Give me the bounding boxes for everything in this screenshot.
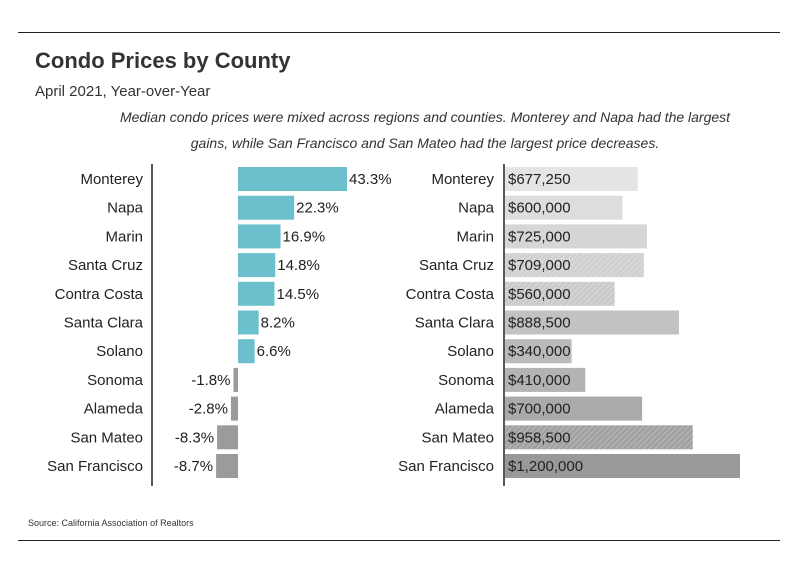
bottom-rule xyxy=(18,540,780,541)
yoy-bar-contra-costa xyxy=(238,281,275,306)
yoy-category-label-sonoma: Sonoma xyxy=(87,372,144,389)
yoy-category-label-solano: Solano xyxy=(96,343,143,360)
price-bar-napa xyxy=(505,195,623,220)
chart-subtitle: April 2021, Year-over-Year xyxy=(35,83,211,100)
price-category-label-santa-clara: Santa Clara xyxy=(415,315,495,332)
price-category-label-napa: Napa xyxy=(458,200,495,217)
chart-title: Condo Prices by County xyxy=(35,48,291,73)
price-bar-marin xyxy=(505,224,647,249)
yoy-category-label-san-francisco: San Francisco xyxy=(47,458,143,475)
yoy-bar-solano xyxy=(238,339,255,364)
price-bar-monterey xyxy=(505,167,638,191)
chart-description: Median condo prices were mixed across re… xyxy=(119,109,731,151)
price-value-label-san-mateo: $958,500 xyxy=(508,429,571,446)
price-value-label-santa-cruz: $709,000 xyxy=(508,257,571,274)
price-bar-alameda xyxy=(505,396,643,421)
yoy-category-label-marin: Marin xyxy=(105,228,143,245)
price-category-label-alameda: Alameda xyxy=(435,401,495,418)
yoy-bar-san-francisco xyxy=(216,454,238,478)
price-category-label-marin: Marin xyxy=(456,228,494,245)
price-value-label-sonoma: $410,000 xyxy=(508,372,571,389)
yoy-value-label-santa-cruz: 14.8% xyxy=(277,257,320,274)
price-bar-santa-clara xyxy=(505,310,679,335)
yoy-category-label-alameda: Alameda xyxy=(84,401,144,418)
price-category-label-san-francisco: San Francisco xyxy=(398,458,494,475)
price-category-label-san-mateo: San Mateo xyxy=(421,429,494,446)
yoy-bar-santa-cruz xyxy=(238,253,276,278)
yoy-value-label-sonoma: -1.8% xyxy=(191,372,230,389)
price-bar-san-francisco xyxy=(505,454,740,478)
price-bar-hatch-contra-costa xyxy=(505,281,615,306)
price-value-label-alameda: $700,000 xyxy=(508,401,571,418)
source-note: Source: California Association of Realto… xyxy=(28,518,194,528)
yoy-category-label-santa-cruz: Santa Cruz xyxy=(68,257,143,274)
price-value-label-san-francisco: $1,200,000 xyxy=(508,458,583,475)
price-category-label-contra-costa: Contra Costa xyxy=(406,286,495,303)
price-value-label-santa-clara: $888,500 xyxy=(508,315,571,332)
yoy-value-label-solano: 6.6% xyxy=(257,343,291,360)
yoy-value-label-monterey: 43.3% xyxy=(349,171,392,188)
yoy-change-chart: Monterey 43.3% Napa 22.3% Marin 16.9% Santa Cr… xyxy=(47,164,392,486)
price-value-label-napa: $600,000 xyxy=(508,200,571,217)
yoy-value-label-alameda: -2.8% xyxy=(189,401,228,418)
price-category-label-santa-cruz: Santa Cruz xyxy=(419,257,494,274)
price-category-label-solano: Solano xyxy=(447,343,494,360)
yoy-bar-sonoma xyxy=(233,367,238,392)
price-category-label-monterey: Monterey xyxy=(431,171,494,188)
yoy-bar-marin xyxy=(238,224,281,249)
yoy-bar-santa-clara xyxy=(238,310,259,335)
yoy-value-label-san-francisco: -8.7% xyxy=(174,458,213,475)
yoy-category-label-contra-costa: Contra Costa xyxy=(55,286,144,303)
price-bar-solano xyxy=(505,339,572,364)
yoy-bar-alameda xyxy=(230,396,238,421)
price-value-label-solano: $340,000 xyxy=(508,343,571,360)
yoy-bar-monterey xyxy=(238,167,347,191)
price-value-label-contra-costa: $560,000 xyxy=(508,286,571,303)
price-bar-hatch-santa-cruz xyxy=(505,253,644,278)
yoy-bar-napa xyxy=(238,195,295,220)
yoy-category-label-san-mateo: San Mateo xyxy=(70,429,143,446)
median-price-chart: Monterey $677,250 Napa $600,000 Marin $725,00… xyxy=(398,164,740,486)
yoy-value-label-san-mateo: -8.3% xyxy=(175,429,214,446)
price-bar-sonoma xyxy=(505,367,586,392)
yoy-category-label-napa: Napa xyxy=(107,200,144,217)
yoy-value-label-contra-costa: 14.5% xyxy=(277,286,320,303)
price-bar-hatch-san-mateo xyxy=(505,425,693,450)
yoy-category-label-santa-clara: Santa Clara xyxy=(64,315,144,332)
yoy-value-label-marin: 16.9% xyxy=(283,228,326,245)
price-value-label-marin: $725,000 xyxy=(508,228,571,245)
price-category-label-sonoma: Sonoma xyxy=(438,372,495,389)
yoy-bar-san-mateo xyxy=(217,425,238,450)
yoy-value-label-santa-clara: 8.2% xyxy=(261,315,295,332)
price-value-label-monterey: $677,250 xyxy=(508,171,571,188)
top-rule xyxy=(18,32,780,33)
yoy-value-label-napa: 22.3% xyxy=(296,200,339,217)
yoy-category-label-monterey: Monterey xyxy=(80,171,143,188)
